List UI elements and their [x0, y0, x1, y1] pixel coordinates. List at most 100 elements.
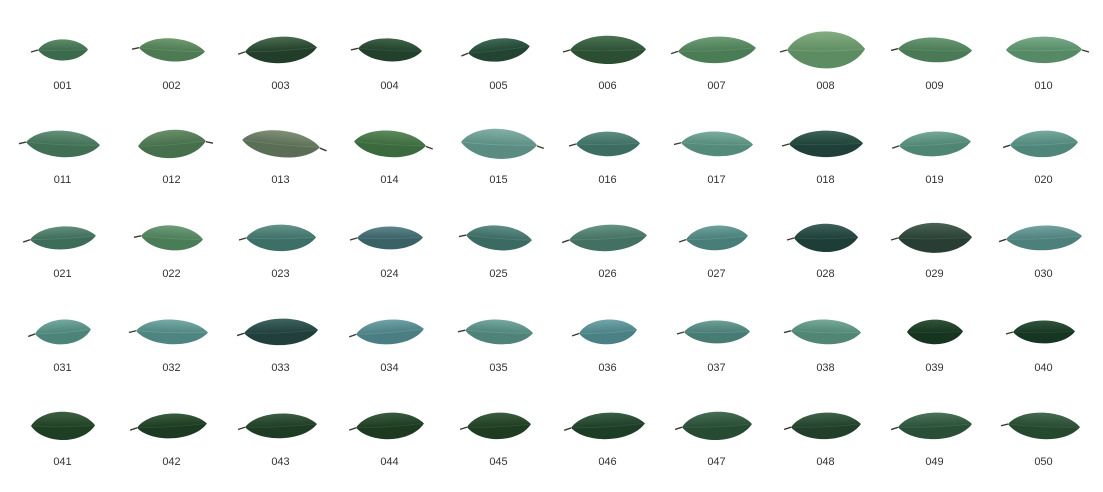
leaf-stem: [236, 332, 245, 337]
thumbnail-label: 046: [598, 456, 617, 468]
leaf-midrib: [680, 47, 754, 52]
leaf-image: [350, 38, 422, 62]
leaf-midrib: [137, 330, 207, 334]
thumbnail-item[interactable]: 020: [989, 98, 1098, 192]
leaf-midrib: [246, 329, 317, 334]
thumbnail-item[interactable]: 040: [989, 286, 1098, 380]
thumbnail-item[interactable]: 023: [226, 192, 335, 286]
leaf-blade: [38, 39, 88, 61]
leaf-blade: [357, 226, 423, 250]
thumbnail-item[interactable]: 005: [444, 4, 553, 98]
leaf-stem: [349, 333, 357, 338]
leaf-blade: [787, 31, 865, 69]
thumbnail-item[interactable]: 003: [226, 4, 335, 98]
thumbnail-item[interactable]: 015: [444, 98, 553, 192]
leaf-stem: [1002, 144, 1011, 149]
thumbnail-item[interactable]: 017: [662, 98, 771, 192]
leaf-midrib: [37, 329, 89, 335]
thumbnail-label: 014: [380, 174, 399, 186]
leaf-midrib: [577, 142, 639, 146]
leaf-stem: [129, 427, 138, 431]
thumbnail-label: 030: [1034, 268, 1053, 280]
leaf-stem: [131, 47, 140, 50]
thumbnail-item[interactable]: 026: [553, 192, 662, 286]
leaf-stem: [571, 332, 580, 337]
thumbnail-item[interactable]: 043: [226, 380, 335, 474]
thumbnail-item[interactable]: 027: [662, 192, 771, 286]
leaf-blade: [1010, 130, 1078, 158]
thumbnail-item[interactable]: 049: [880, 380, 989, 474]
thumbnail-item[interactable]: 004: [335, 4, 444, 98]
thumbnail-item[interactable]: 044: [335, 380, 444, 474]
thumbnail-item[interactable]: 024: [335, 192, 444, 286]
thumbnail-item[interactable]: 025: [444, 192, 553, 286]
thumbnail-item[interactable]: 014: [335, 98, 444, 192]
thumbnail-item[interactable]: 012: [117, 98, 226, 192]
thumbnail-item[interactable]: 010: [989, 4, 1098, 98]
thumbnail-item[interactable]: 048: [771, 380, 880, 474]
thumbnail-item[interactable]: 006: [553, 4, 662, 98]
thumbnail-label: 002: [162, 80, 181, 92]
leaf-image: [890, 222, 972, 253]
thumbnail-item[interactable]: 002: [117, 4, 226, 98]
leaf-blade: [465, 319, 533, 345]
thumbnail-item[interactable]: 038: [771, 286, 880, 380]
thumbnail-item[interactable]: 008: [771, 4, 880, 98]
leaf-image: [670, 36, 756, 64]
thumbnail-item[interactable]: 042: [117, 380, 226, 474]
thumbnail-item[interactable]: 033: [226, 286, 335, 380]
leaf-stem: [891, 145, 900, 149]
thumbnail-item[interactable]: 011: [8, 98, 117, 192]
leaf-blade: [244, 318, 318, 346]
leaf-image: [571, 319, 637, 345]
leaf-stem: [128, 330, 137, 334]
leaf-stem: [205, 140, 214, 144]
thumbnail-item[interactable]: 016: [553, 98, 662, 192]
thumbnail-item[interactable]: 036: [553, 286, 662, 380]
thumbnail-item[interactable]: 022: [117, 192, 226, 286]
thumbnail-item[interactable]: 009: [880, 4, 989, 98]
thumbnail-label: 017: [707, 174, 726, 186]
thumbnail-item[interactable]: 029: [880, 192, 989, 286]
thumbnail-item[interactable]: 013: [226, 98, 335, 192]
leaf-midrib: [908, 330, 962, 334]
thumbnail-item[interactable]: 021: [8, 192, 117, 286]
leaf-blade: [907, 319, 963, 345]
leaf-midrib: [468, 234, 530, 241]
thumbnail-item[interactable]: 028: [771, 192, 880, 286]
thumbnail-item[interactable]: 039: [880, 286, 989, 380]
leaf-image: [890, 412, 972, 440]
leaf-stem: [237, 51, 246, 55]
thumbnail-label: 028: [816, 268, 835, 280]
thumbnail-item[interactable]: 046: [553, 380, 662, 474]
thumbnail-item[interactable]: 050: [989, 380, 1098, 474]
thumbnail-item[interactable]: 030: [989, 192, 1098, 286]
leaf-midrib: [358, 423, 422, 429]
leaf-image: [678, 225, 748, 251]
thumbnail-item[interactable]: 041: [8, 380, 117, 474]
leaf-stem: [783, 330, 792, 334]
thumbnail-item[interactable]: 037: [662, 286, 771, 380]
thumbnail-item[interactable]: 007: [662, 4, 771, 98]
thumbnail-label: 045: [489, 456, 508, 468]
leaf-image: [674, 411, 752, 440]
leaf-stem: [27, 333, 36, 338]
leaf-image: [458, 225, 532, 251]
thumbnail-item[interactable]: 034: [335, 286, 444, 380]
leaf-stem: [425, 145, 433, 150]
thumbnail-label: 008: [816, 80, 835, 92]
leaf-midrib: [901, 141, 969, 147]
leaf-image: [348, 412, 424, 440]
leaf-midrib: [792, 330, 860, 334]
thumbnail-item[interactable]: 047: [662, 380, 771, 474]
thumbnail-label: 018: [816, 174, 835, 186]
leaf-midrib: [244, 139, 318, 148]
thumbnail-item[interactable]: 018: [771, 98, 880, 192]
thumbnail-item[interactable]: 019: [880, 98, 989, 192]
thumbnail-item[interactable]: 045: [444, 380, 553, 474]
thumbnail-item[interactable]: 031: [8, 286, 117, 380]
thumbnail-item[interactable]: 032: [117, 286, 226, 380]
thumbnail-item[interactable]: 035: [444, 286, 553, 380]
thumbnail-item[interactable]: 001: [8, 4, 117, 98]
